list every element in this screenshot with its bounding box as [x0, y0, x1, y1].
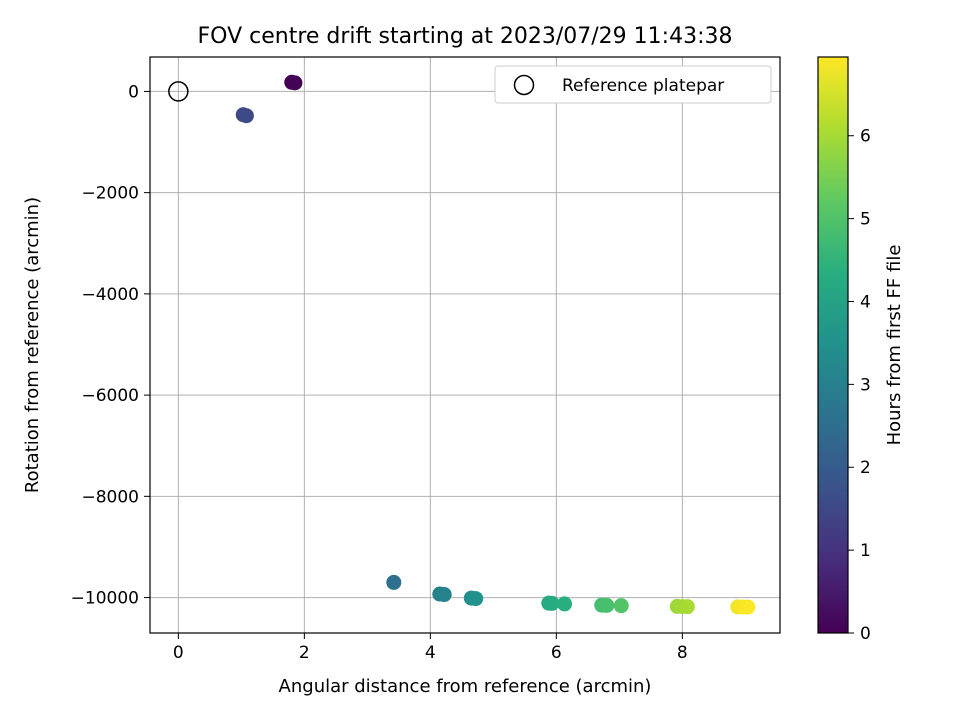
x-tick-label: 0	[173, 643, 184, 663]
x-axis-label: Angular distance from reference (arcmin)	[279, 676, 652, 697]
y-axis-ticks: 0 −2000 −4000 −6000 −8000 −10000	[71, 82, 150, 609]
x-tick-label: 6	[551, 643, 562, 663]
y-tick-label: −6000	[81, 386, 139, 406]
colorbar-tick-label: 1	[860, 541, 871, 561]
y-tick-label: 0	[128, 82, 139, 102]
data-point	[287, 75, 303, 91]
plot-frame	[149, 56, 781, 634]
data-point	[557, 596, 573, 612]
data-point	[468, 591, 484, 607]
data-point	[740, 599, 756, 615]
data-point	[679, 599, 695, 615]
data-point	[613, 598, 629, 614]
data-point	[238, 108, 254, 124]
colorbar-tick-label: 0	[860, 624, 871, 644]
chart-title: FOV centre drift starting at 2023/07/29 …	[198, 24, 733, 49]
data-point	[436, 587, 452, 603]
colorbar-tick-label: 6	[860, 127, 871, 147]
colorbar-gradient	[817, 56, 849, 634]
colorbar-tick-label: 5	[860, 210, 871, 230]
data-point	[544, 595, 560, 611]
y-tick-label: −2000	[81, 184, 139, 204]
legend-label: Reference platepar	[562, 76, 724, 96]
colorbar-ticks: 0 1 2 3 4 5 6	[848, 127, 871, 644]
y-tick-label: −8000	[81, 487, 139, 507]
data-point	[386, 574, 402, 590]
x-tick-label: 4	[425, 643, 436, 663]
reference-marker	[168, 81, 189, 102]
legend-box	[494, 65, 772, 104]
x-tick-label: 2	[299, 643, 310, 663]
y-tick-label: −10000	[71, 589, 139, 609]
colorbar-label: Hours from first FF file	[884, 245, 905, 446]
colorbar: 0 1 2 3 4 5 6 Hours from first FF file	[817, 56, 905, 644]
colorbar-tick-label: 3	[860, 375, 871, 395]
y-tick-label: −4000	[81, 285, 139, 305]
x-axis-ticks: 0 2 4 6 8	[173, 633, 688, 663]
grid	[150, 57, 780, 633]
data-point	[599, 597, 615, 613]
legend: Reference platepar	[494, 65, 772, 104]
x-tick-label: 8	[677, 643, 688, 663]
colorbar-tick-label: 4	[860, 292, 871, 312]
legend-marker-icon	[513, 74, 535, 96]
data-points	[235, 74, 756, 615]
y-axis-label: Rotation from reference (arcmin)	[22, 197, 43, 493]
colorbar-tick-label: 2	[860, 458, 871, 478]
